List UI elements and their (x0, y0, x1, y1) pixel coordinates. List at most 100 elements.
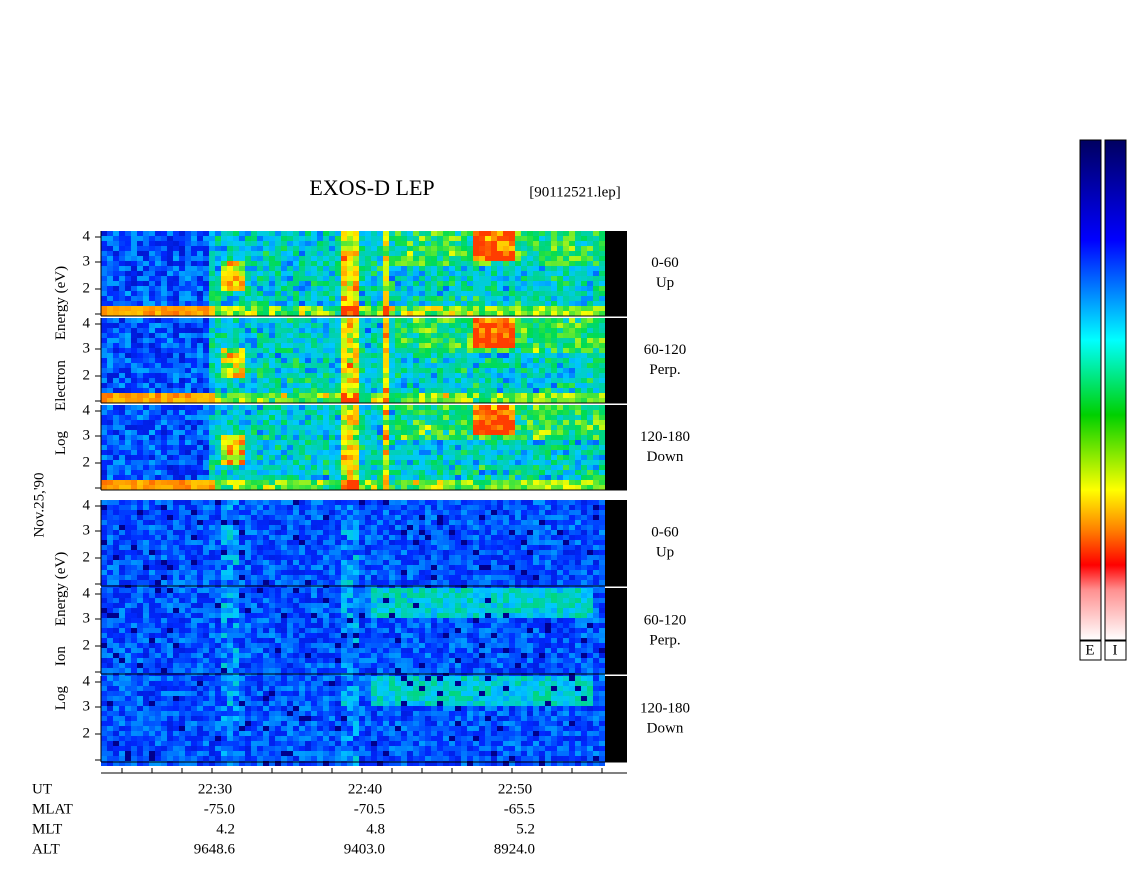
pixel (287, 318, 293, 323)
pixel (521, 425, 527, 430)
pixel (281, 318, 287, 323)
pixel (485, 338, 491, 343)
pixel (521, 470, 527, 475)
pixel (143, 560, 149, 565)
pixel (227, 338, 233, 343)
pixel (107, 450, 113, 455)
pixel (395, 281, 401, 286)
pixel (191, 291, 197, 296)
pixel (347, 266, 353, 271)
pixel (425, 363, 431, 368)
pixel (167, 256, 173, 261)
pixel (317, 485, 323, 490)
pixel (239, 445, 245, 450)
pixel (383, 286, 389, 291)
pixel (209, 256, 215, 261)
pixel (515, 435, 521, 440)
pixel (257, 276, 263, 281)
pixel (383, 318, 389, 323)
pixel (395, 470, 401, 475)
pixel (185, 445, 191, 450)
pixel (509, 415, 515, 420)
pixel (101, 570, 107, 575)
pixel (311, 393, 317, 398)
pixel (137, 415, 143, 420)
pixel (401, 398, 407, 403)
pixel (443, 383, 449, 388)
pixel (425, 338, 431, 343)
pixel (275, 281, 281, 286)
pixel (299, 570, 305, 575)
pixel (269, 241, 275, 246)
pixel (383, 425, 389, 430)
pixel (131, 393, 137, 398)
pixel (395, 410, 401, 415)
pixel (167, 383, 173, 388)
pixel (473, 348, 479, 353)
pixel (461, 236, 467, 241)
pixel (575, 251, 581, 256)
pixel (221, 540, 227, 545)
pixel (173, 505, 179, 510)
pixel (305, 500, 311, 505)
pixel (557, 271, 563, 276)
pixel (515, 470, 521, 475)
pixel (491, 455, 497, 460)
pixel (443, 398, 449, 403)
pixel (161, 291, 167, 296)
pixel (587, 358, 593, 363)
pixel (371, 373, 377, 378)
pixel (167, 575, 173, 580)
pixel (197, 585, 203, 590)
pixel (425, 465, 431, 470)
pixel (275, 470, 281, 475)
pixel (311, 286, 317, 291)
pixel (149, 368, 155, 373)
pixel (257, 510, 263, 515)
pixel (593, 388, 599, 393)
pixel (377, 256, 383, 261)
pixel (509, 348, 515, 353)
pixel (227, 393, 233, 398)
pixel (551, 485, 557, 490)
pixel (149, 580, 155, 585)
pixel (197, 388, 203, 393)
pixel (179, 338, 185, 343)
pixel (383, 311, 389, 316)
pixel (197, 580, 203, 585)
pixel (563, 373, 569, 378)
pixel (143, 236, 149, 241)
pixel (263, 291, 269, 296)
pixel (383, 343, 389, 348)
pixel (203, 291, 209, 296)
pixel (287, 398, 293, 403)
pixel (551, 435, 557, 440)
pixel (107, 343, 113, 348)
pixel (479, 291, 485, 296)
pixel (125, 338, 131, 343)
pixel (299, 480, 305, 485)
pixel (131, 580, 137, 585)
pixel (197, 276, 203, 281)
pixel (563, 383, 569, 388)
pixel (137, 475, 143, 480)
pixel (305, 410, 311, 415)
pixel (245, 475, 251, 480)
pixel (281, 231, 287, 236)
pixel (419, 261, 425, 266)
pixel (209, 555, 215, 560)
pixel (287, 540, 293, 545)
pixel (551, 398, 557, 403)
pixel (281, 570, 287, 575)
pixel (215, 510, 221, 515)
pixel (491, 415, 497, 420)
pixel (113, 530, 119, 535)
pixel (281, 500, 287, 505)
pixel (215, 555, 221, 560)
pixel (599, 318, 605, 323)
pixel (503, 450, 509, 455)
pixel (485, 455, 491, 460)
pixel (407, 338, 413, 343)
pixel (545, 383, 551, 388)
pixel (155, 440, 161, 445)
